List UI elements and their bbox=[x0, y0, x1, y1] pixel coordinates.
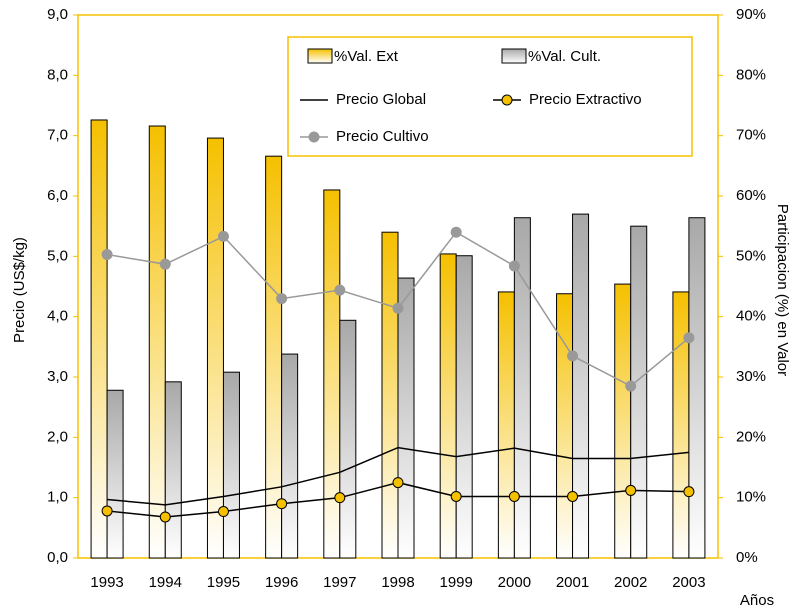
y-tick-label: 0,0 bbox=[47, 549, 68, 566]
marker bbox=[335, 285, 345, 295]
y2-axis-title: Participacion (%) en Valor bbox=[774, 204, 791, 376]
bar bbox=[398, 278, 414, 558]
marker bbox=[684, 487, 694, 497]
legend-label: %Val. Cult. bbox=[528, 48, 601, 65]
marker bbox=[218, 231, 228, 241]
y2-tick-label: 90% bbox=[736, 6, 766, 23]
marker bbox=[626, 381, 636, 391]
marker bbox=[509, 491, 519, 501]
bar bbox=[223, 372, 239, 558]
bar bbox=[631, 226, 647, 558]
marker bbox=[102, 250, 112, 260]
bar bbox=[456, 256, 472, 558]
x-tick-label: 1996 bbox=[265, 574, 298, 591]
y-tick-label: 1,0 bbox=[47, 489, 68, 506]
x-tick-label: 1998 bbox=[381, 574, 414, 591]
marker bbox=[393, 303, 403, 313]
y-tick-label: 8,0 bbox=[47, 66, 68, 83]
legend-marker bbox=[309, 132, 319, 142]
bar bbox=[266, 156, 282, 558]
bar bbox=[324, 190, 340, 558]
bar bbox=[557, 294, 573, 558]
y2-tick-label: 40% bbox=[736, 308, 766, 325]
x-tick-label: 2000 bbox=[498, 574, 531, 591]
marker bbox=[277, 294, 287, 304]
marker bbox=[277, 499, 287, 509]
marker bbox=[335, 493, 345, 503]
y2-tick-label: 70% bbox=[736, 127, 766, 144]
bar bbox=[207, 138, 223, 558]
y-tick-label: 2,0 bbox=[47, 428, 68, 445]
marker bbox=[451, 491, 461, 501]
x-tick-label: 2001 bbox=[556, 574, 589, 591]
marker bbox=[684, 333, 694, 343]
bar bbox=[91, 120, 107, 558]
legend-label: Precio Global bbox=[336, 91, 426, 108]
bar bbox=[615, 284, 631, 558]
x-tick-label: 2002 bbox=[614, 574, 647, 591]
bar bbox=[573, 214, 589, 558]
bar bbox=[689, 218, 705, 558]
x-tick-label: 1999 bbox=[439, 574, 472, 591]
marker bbox=[626, 485, 636, 495]
bar bbox=[165, 382, 181, 558]
x-tick-label: 1997 bbox=[323, 574, 356, 591]
y-tick-label: 4,0 bbox=[47, 308, 68, 325]
y2-tick-label: 30% bbox=[736, 368, 766, 385]
bar bbox=[382, 232, 398, 558]
marker bbox=[451, 227, 461, 237]
y-tick-label: 5,0 bbox=[47, 247, 68, 264]
marker bbox=[218, 507, 228, 517]
marker bbox=[509, 261, 519, 271]
x-tick-label: 2003 bbox=[672, 574, 705, 591]
y2-tick-label: 60% bbox=[736, 187, 766, 204]
marker bbox=[393, 478, 403, 488]
x-tick-label: 1994 bbox=[149, 574, 182, 591]
y-tick-label: 9,0 bbox=[47, 6, 68, 23]
y2-tick-label: 50% bbox=[736, 247, 766, 264]
x-tick-label: 1995 bbox=[207, 574, 240, 591]
y2-tick-label: 0% bbox=[736, 549, 758, 566]
y-axis-title: Precio (US$/kg) bbox=[11, 237, 28, 343]
bar bbox=[440, 254, 456, 558]
bar bbox=[673, 292, 689, 558]
legend-label: Precio Cultivo bbox=[336, 128, 429, 145]
x-axis-title: Años bbox=[740, 592, 774, 609]
legend-marker bbox=[502, 95, 512, 105]
marker bbox=[102, 506, 112, 516]
marker bbox=[568, 491, 578, 501]
bar bbox=[149, 126, 165, 558]
legend-swatch bbox=[308, 49, 332, 63]
marker bbox=[160, 259, 170, 269]
legend-label: Precio Extractivo bbox=[529, 91, 642, 108]
y2-tick-label: 80% bbox=[736, 66, 766, 83]
y-tick-label: 3,0 bbox=[47, 368, 68, 385]
y-tick-label: 7,0 bbox=[47, 127, 68, 144]
y-tick-label: 6,0 bbox=[47, 187, 68, 204]
marker bbox=[568, 351, 578, 361]
bar bbox=[282, 354, 298, 558]
x-tick-label: 1993 bbox=[90, 574, 123, 591]
bar bbox=[340, 320, 356, 558]
y2-tick-label: 10% bbox=[736, 489, 766, 506]
marker bbox=[160, 512, 170, 522]
chart: Precio (US$/kg) Participacion (%) en Val… bbox=[0, 0, 792, 611]
bar bbox=[498, 292, 514, 558]
y2-tick-label: 20% bbox=[736, 428, 766, 445]
legend-swatch bbox=[502, 49, 526, 63]
bar bbox=[107, 390, 123, 558]
legend-label: %Val. Ext bbox=[334, 48, 399, 65]
